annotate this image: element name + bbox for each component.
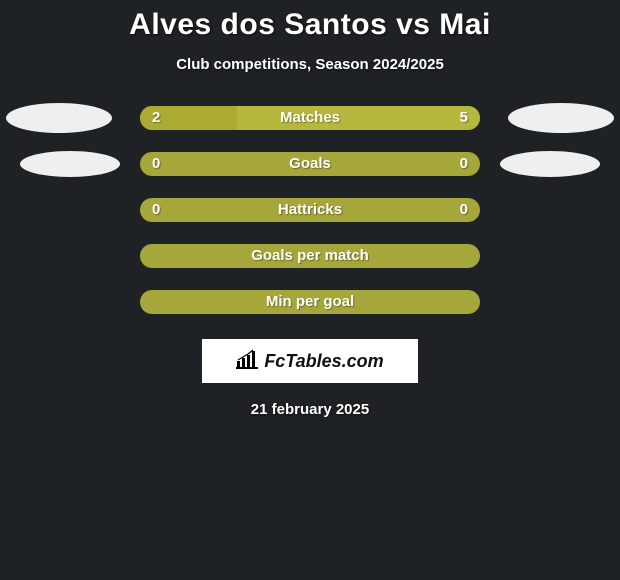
stat-label: Hattricks — [140, 198, 480, 222]
stat-label: Matches — [140, 106, 480, 130]
date-text: 21 february 2025 — [0, 401, 620, 418]
stats-container: 25Matches 00Goals 00Hattricks Goals per mat… — [0, 101, 620, 331]
stat-label: Goals — [140, 152, 480, 176]
stat-row: 00Hattricks — [0, 193, 620, 239]
logo-box[interactable]: FcTables.com — [202, 339, 418, 383]
stat-row: Goals per match — [0, 239, 620, 285]
player-badge-left — [6, 103, 112, 133]
stat-label: Goals per match — [140, 244, 480, 268]
stat-bar: Min per goal — [140, 290, 480, 314]
stat-row: 00Goals — [0, 147, 620, 193]
stat-bar: 00Goals — [140, 152, 480, 176]
stat-row: Min per goal — [0, 285, 620, 331]
stat-bar: 25Matches — [140, 106, 480, 130]
stat-row: 25Matches — [0, 101, 620, 147]
logo-text: FcTables.com — [264, 351, 383, 372]
player-badge-right — [508, 103, 614, 133]
stat-label: Min per goal — [140, 290, 480, 314]
chart-icon — [236, 349, 258, 374]
player-badge-left — [20, 151, 120, 177]
stat-bar: 00Hattricks — [140, 198, 480, 222]
page-title: Alves dos Santos vs Mai — [0, 0, 620, 42]
stat-bar: Goals per match — [140, 244, 480, 268]
subtitle: Club competitions, Season 2024/2025 — [0, 56, 620, 73]
player-badge-right — [500, 151, 600, 177]
